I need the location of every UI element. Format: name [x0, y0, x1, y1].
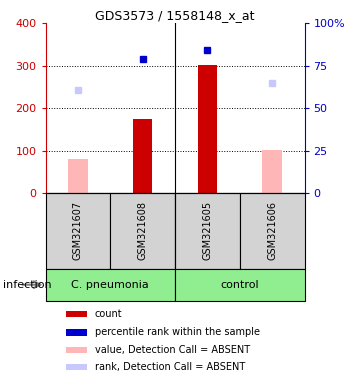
Text: control: control — [220, 280, 259, 290]
Text: infection: infection — [4, 280, 52, 290]
Bar — [175, 193, 240, 269]
Bar — [133, 119, 152, 193]
Bar — [66, 329, 87, 336]
Text: GSM321607: GSM321607 — [73, 201, 83, 260]
Bar — [175, 269, 304, 301]
Bar — [240, 193, 304, 269]
Bar — [110, 193, 175, 269]
Text: GSM321606: GSM321606 — [267, 201, 277, 260]
Bar — [198, 65, 217, 193]
Bar — [68, 159, 88, 193]
Text: GSM321608: GSM321608 — [138, 201, 148, 260]
Text: GSM321605: GSM321605 — [202, 201, 212, 260]
Bar — [66, 347, 87, 353]
Text: rank, Detection Call = ABSENT: rank, Detection Call = ABSENT — [95, 362, 245, 372]
Text: percentile rank within the sample: percentile rank within the sample — [95, 328, 260, 338]
Bar — [66, 311, 87, 318]
Bar — [46, 269, 175, 301]
Bar — [46, 193, 110, 269]
Bar — [262, 150, 282, 193]
Text: count: count — [95, 310, 122, 319]
Text: C. pneumonia: C. pneumonia — [71, 280, 149, 290]
Bar — [66, 364, 87, 370]
Text: value, Detection Call = ABSENT: value, Detection Call = ABSENT — [95, 345, 250, 355]
Title: GDS3573 / 1558148_x_at: GDS3573 / 1558148_x_at — [95, 9, 255, 22]
